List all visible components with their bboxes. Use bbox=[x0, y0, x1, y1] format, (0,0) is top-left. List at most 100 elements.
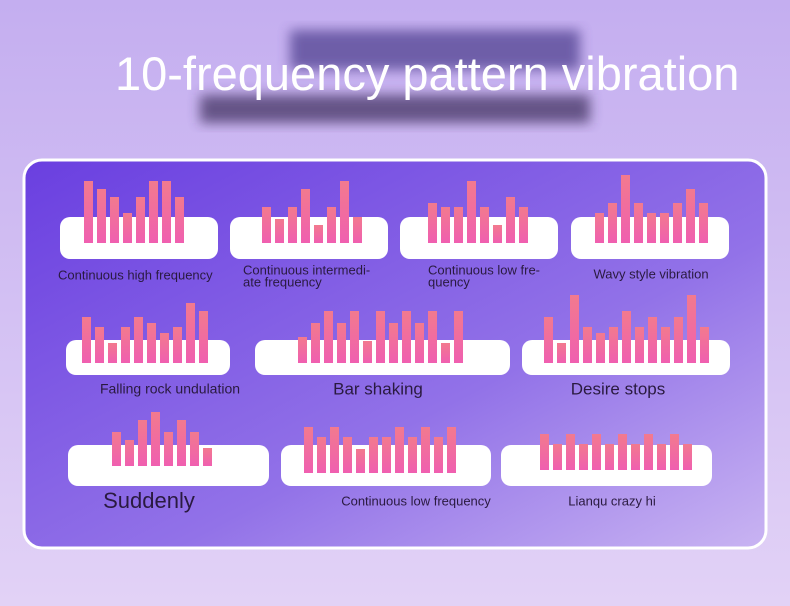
pattern-label: Bar shaking bbox=[333, 379, 423, 398]
pattern-bar bbox=[595, 213, 604, 243]
pattern-bar bbox=[421, 427, 430, 473]
pattern-label: Desire stops bbox=[571, 379, 665, 398]
pattern-bar bbox=[428, 203, 437, 243]
pattern-bar bbox=[147, 323, 156, 363]
pattern-bar bbox=[434, 437, 443, 473]
pattern-bar bbox=[566, 434, 575, 470]
pattern-bar bbox=[661, 327, 670, 363]
pattern-bar bbox=[700, 327, 709, 363]
pattern-bar bbox=[175, 197, 184, 243]
pattern-label: Falling rock undulation bbox=[100, 381, 240, 397]
pattern-bar bbox=[557, 343, 566, 363]
patterns: Continuous high frequency Continuous inte… bbox=[58, 175, 730, 513]
pattern-bar bbox=[177, 420, 186, 466]
pattern-bar bbox=[415, 323, 424, 363]
pattern-bar bbox=[686, 189, 695, 243]
pattern-bar bbox=[687, 295, 696, 363]
pattern-bar bbox=[363, 341, 372, 363]
pattern-bar bbox=[304, 427, 313, 473]
pattern-bar bbox=[160, 333, 169, 363]
pattern-bar bbox=[428, 311, 437, 363]
pattern-bar bbox=[164, 432, 173, 466]
pattern-label: Continuous low fre- bbox=[428, 262, 540, 277]
pattern-bar bbox=[634, 203, 643, 243]
pattern-bar bbox=[314, 225, 323, 243]
pattern-bar bbox=[330, 427, 339, 473]
pattern-bar bbox=[480, 207, 489, 243]
pattern-bar bbox=[519, 207, 528, 243]
pattern-label: Continuous high frequency bbox=[58, 267, 213, 282]
pattern-bar bbox=[108, 343, 117, 363]
pattern-bar bbox=[136, 197, 145, 243]
pattern-bar bbox=[112, 432, 121, 466]
pattern-bar bbox=[660, 213, 669, 243]
pattern-bar bbox=[454, 311, 463, 363]
pattern-bar bbox=[110, 197, 119, 243]
pattern-bar bbox=[82, 317, 91, 363]
pattern-bar bbox=[596, 333, 605, 363]
pattern-bar bbox=[631, 444, 640, 470]
pattern-bar bbox=[544, 317, 553, 363]
pattern-bar bbox=[288, 207, 297, 243]
pattern-card bbox=[400, 217, 558, 259]
pattern-bar bbox=[324, 311, 333, 363]
pattern-bar bbox=[173, 327, 182, 363]
pattern-bar bbox=[441, 207, 450, 243]
pattern-label: Lianqu crazy hi bbox=[568, 493, 656, 508]
pattern-bar bbox=[327, 207, 336, 243]
pattern-bar bbox=[605, 444, 614, 470]
pattern-bar bbox=[447, 427, 456, 473]
pattern-bar bbox=[203, 448, 212, 466]
pattern-bar bbox=[657, 444, 666, 470]
pattern-bar bbox=[317, 437, 326, 473]
pattern-bar bbox=[151, 412, 160, 466]
pattern-bar bbox=[186, 303, 195, 363]
pattern-bar bbox=[699, 203, 708, 243]
pattern-bar bbox=[402, 311, 411, 363]
pattern-bar bbox=[343, 437, 352, 473]
pattern-bar bbox=[125, 440, 134, 466]
pattern-bar bbox=[95, 327, 104, 363]
pattern-label: ate frequency bbox=[243, 274, 322, 289]
pattern-bar bbox=[670, 434, 679, 470]
pattern-label: Suddenly bbox=[103, 488, 195, 513]
pattern-label: quency bbox=[428, 274, 470, 289]
pattern-bar bbox=[199, 311, 208, 363]
pattern-bar bbox=[621, 175, 630, 243]
pattern-bar bbox=[441, 343, 450, 363]
pattern-bar bbox=[162, 181, 171, 243]
pattern-bar bbox=[369, 437, 378, 473]
pattern-bar bbox=[467, 181, 476, 243]
title: 10-frequency pattern vibration bbox=[115, 47, 739, 100]
pattern-bar bbox=[298, 337, 307, 363]
pattern-bar bbox=[635, 327, 644, 363]
pattern-label: Continuous intermedi- bbox=[243, 262, 370, 277]
pattern-bar bbox=[123, 213, 132, 243]
pattern-bar bbox=[454, 207, 463, 243]
pattern-bar bbox=[553, 444, 562, 470]
pattern-bar bbox=[84, 181, 93, 243]
pattern-bar bbox=[592, 434, 601, 470]
pattern-bar bbox=[644, 434, 653, 470]
pattern-bar bbox=[389, 323, 398, 363]
pattern-bar bbox=[350, 311, 359, 363]
pattern-bar bbox=[395, 427, 404, 473]
pattern-bar bbox=[311, 323, 320, 363]
pattern-bar bbox=[408, 437, 417, 473]
pattern-bar bbox=[301, 189, 310, 243]
pattern-bar bbox=[149, 181, 158, 243]
pattern-bar bbox=[275, 219, 284, 243]
pattern-bar bbox=[353, 217, 362, 243]
pattern-bar bbox=[674, 317, 683, 363]
pattern-bar bbox=[356, 449, 365, 473]
blurred-backdrop bbox=[200, 30, 590, 123]
pattern-bar bbox=[622, 311, 631, 363]
pattern-bar bbox=[579, 444, 588, 470]
pattern-bar bbox=[337, 323, 346, 363]
pattern-bar bbox=[134, 317, 143, 363]
pattern-bar bbox=[608, 203, 617, 243]
pattern-bar bbox=[382, 437, 391, 473]
pattern-bar bbox=[583, 327, 592, 363]
pattern-label: Wavy style vibration bbox=[593, 266, 708, 281]
